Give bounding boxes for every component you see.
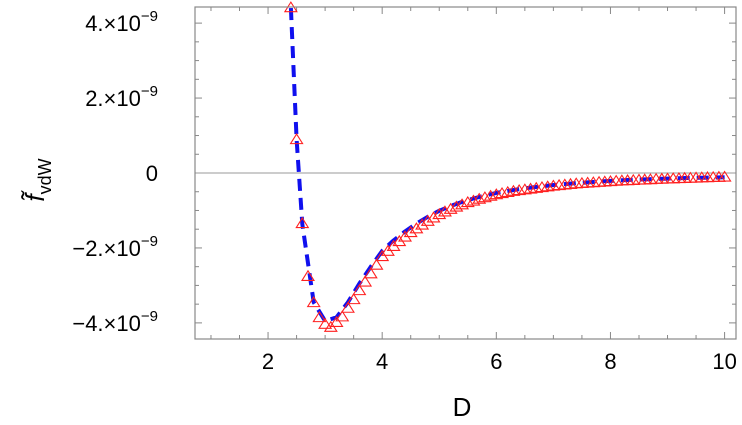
y-tick-mantissa: 4. [85, 11, 103, 36]
y-tick-exponent: −9 [141, 233, 158, 250]
y-tick-exponent: −9 [141, 83, 158, 100]
data-point-triangle [529, 181, 544, 193]
data-point-triangle [329, 315, 344, 328]
data-point-triangle [466, 194, 481, 206]
data-point-triangle [363, 267, 378, 279]
y-tick-mantissa: −4. [72, 311, 103, 336]
y-axis-label: f̃vdW [20, 158, 55, 201]
data-point-triangle [403, 225, 418, 238]
y-tick-times: × [104, 86, 117, 111]
fit-line-layer [288, 8, 725, 323]
data-point-triangle [295, 216, 310, 229]
y-tick-base: 10 [116, 311, 140, 336]
y-tick-label: −4.×10−9 [72, 308, 158, 336]
x-tick-label: 8 [604, 349, 616, 374]
y-tick-base: 10 [116, 236, 140, 261]
data-point-triangle [477, 191, 492, 203]
data-point-triangle [437, 205, 452, 217]
x-tick-label: 4 [376, 349, 388, 374]
y-tick-label: 2.×10−9 [85, 83, 158, 111]
y-tick-exponent: −9 [141, 8, 158, 25]
ticks [195, 7, 736, 339]
data-point-triangle [346, 292, 361, 305]
data-point-triangle [506, 184, 521, 196]
y-tick-exponent: −9 [141, 308, 158, 325]
data-point-triangle [352, 283, 367, 296]
y-tick-base: 10 [116, 11, 140, 36]
data-point-triangle [540, 180, 555, 192]
y-axis-label-subscript: vdW [35, 158, 55, 194]
y-tick-times: × [104, 311, 117, 336]
data-point-triangle [340, 301, 355, 313]
data-point-triangle [443, 202, 458, 214]
y-tick-times: × [104, 11, 117, 36]
y-tick-mantissa: −2. [72, 236, 103, 261]
data-point-triangle [335, 310, 350, 322]
data-point-triangle [318, 317, 333, 329]
data-point-triangle [449, 200, 464, 212]
x-axis-label: D [453, 392, 472, 422]
data-point-triangle [306, 295, 321, 308]
x-tick-label: 2 [262, 349, 274, 374]
y-tick-label: −2.×10−9 [72, 233, 158, 261]
data-point-triangle [358, 275, 373, 287]
data-point-triangle [289, 132, 304, 145]
data-point-triangle [472, 192, 487, 204]
x-tick-label: 6 [490, 349, 502, 374]
data-point-triangle [717, 170, 732, 182]
y-tick-times: × [104, 236, 117, 261]
data-point-triangle [500, 185, 515, 198]
y-tick-mantissa: 0 [146, 161, 158, 186]
data-point-triangle [369, 258, 384, 270]
plot-frame [194, 6, 737, 340]
data-point-triangle [534, 180, 549, 193]
x-tick-label: 10 [712, 349, 736, 374]
y-tick-label: 4.×10−9 [85, 8, 158, 36]
svg-text:f̃vdW: f̃vdW [20, 158, 55, 201]
y-tick-mantissa: 2. [85, 86, 103, 111]
data-point-triangle [495, 186, 510, 199]
data-point-triangle [420, 214, 435, 226]
data-point-triangle [512, 183, 527, 196]
y-axis-label-main: f̃ [20, 190, 50, 202]
data-point-triangle [432, 207, 447, 220]
data-point-triangle [517, 183, 532, 195]
x-tick-labels: 2 4 6 8 10 [262, 349, 737, 374]
y-tick-base: 10 [116, 86, 140, 111]
y-tick-labels: 4.×10−92.×10−90−2.×10−9−4.×10−9 [72, 8, 158, 336]
data-point-triangle [483, 189, 498, 201]
data-point-triangle [523, 182, 538, 194]
data-point-triangle [301, 269, 315, 281]
data-point-triangle [312, 310, 327, 323]
data-point-triangle [489, 188, 504, 200]
data-point-triangle [455, 198, 470, 210]
fit-line [288, 8, 725, 323]
marker-layer [283, 1, 732, 332]
data-point-triangle [460, 195, 475, 208]
data-point-triangle [409, 222, 424, 234]
data-point-triangle [415, 218, 430, 230]
data-point-triangle [426, 211, 441, 223]
y-tick-label: 0 [146, 161, 158, 186]
